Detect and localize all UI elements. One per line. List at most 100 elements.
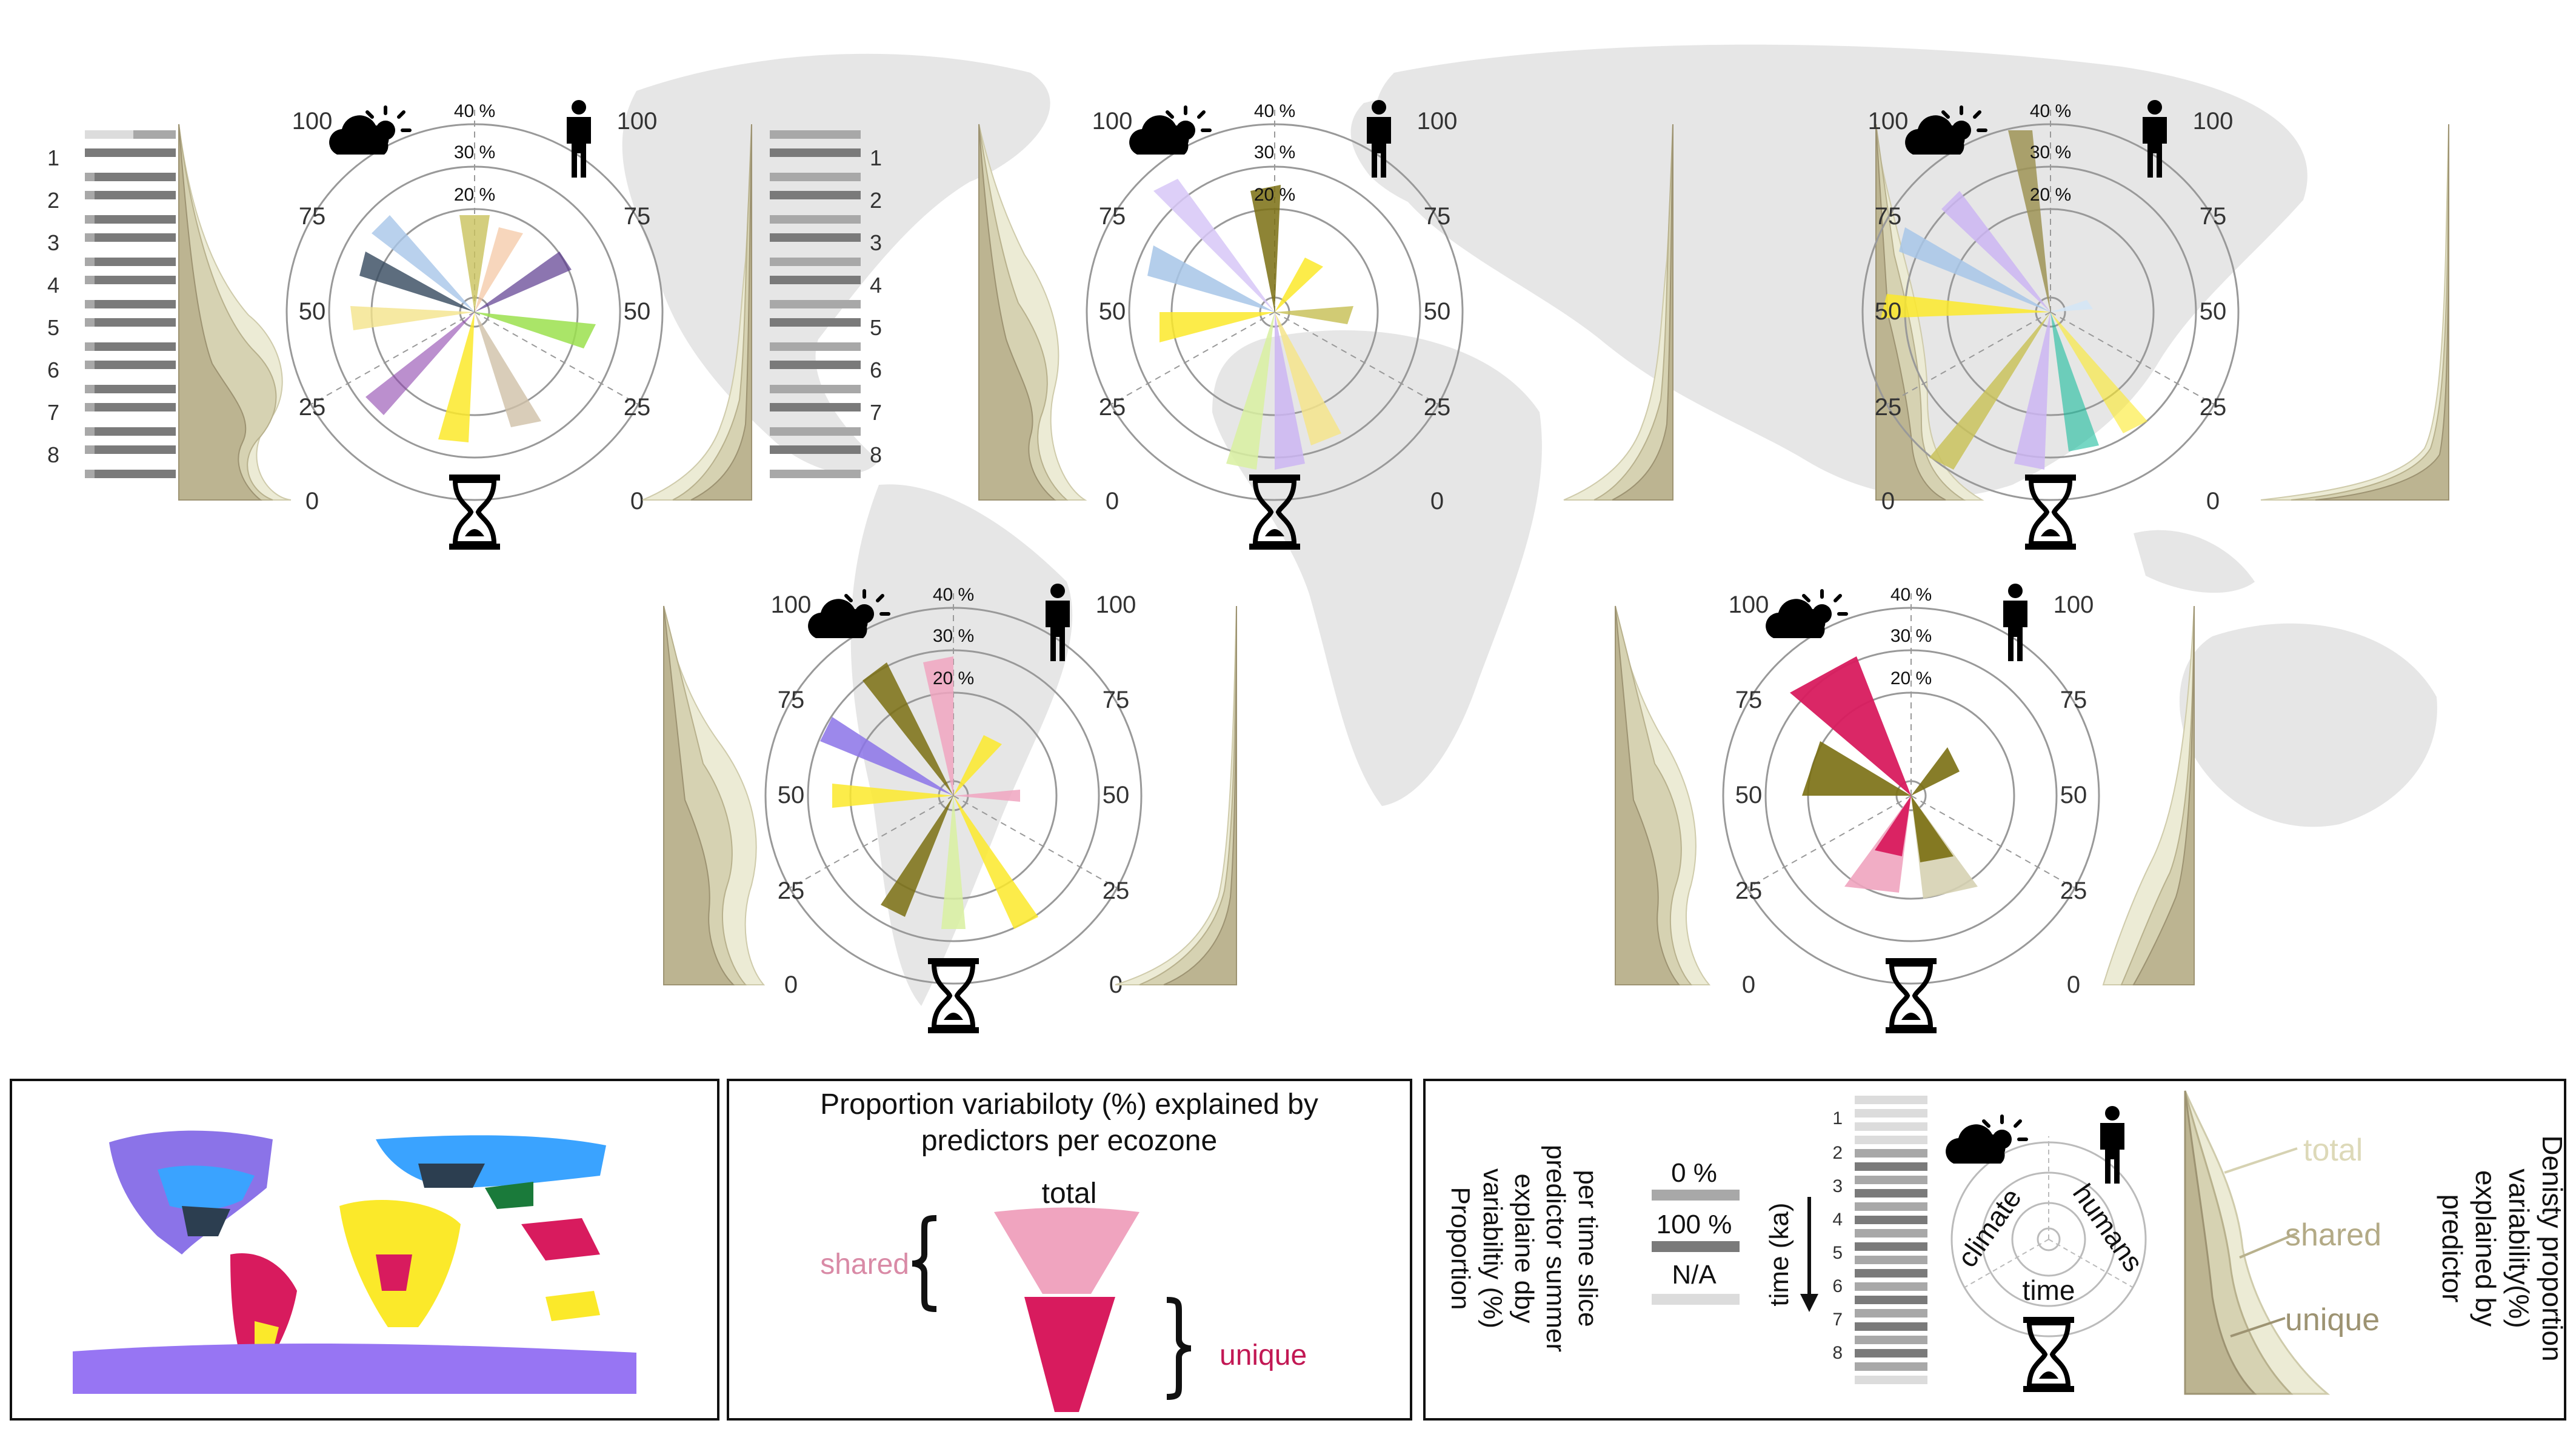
svg-text:50: 50: [2200, 298, 2227, 325]
svg-text:3: 3: [1832, 1176, 1843, 1196]
svg-text:50: 50: [778, 782, 805, 808]
time-slice-labels: 1 2 3 4 5 6 7 8: [47, 145, 59, 467]
svg-text:20 %: 20 %: [1254, 185, 1295, 205]
bars-description: Proportion variabiltiy (%) explaine dby …: [1446, 1145, 1603, 1352]
radial-plot-2: 100 100 75 75 50 50 25 25 0 0 40 % 30 % …: [1086, 100, 1464, 550]
svg-text:40 %: 40 %: [454, 101, 495, 121]
density-curves-left: [663, 605, 766, 985]
svg-text:40 %: 40 %: [1890, 585, 1932, 605]
partition-legend: Proportion variabiloty (%) explained by …: [727, 1079, 1412, 1421]
svg-text:75: 75: [1424, 203, 1451, 230]
svg-text:6: 6: [1832, 1276, 1843, 1296]
ecozone-panel-3: 100 100 75 75 50 50 25 25 0 0 40 % 30 % …: [1861, 100, 2449, 550]
svg-text:1: 1: [1832, 1108, 1843, 1128]
sun-cloud-icon: [1129, 107, 1210, 155]
svg-text:20 %: 20 %: [1890, 668, 1932, 688]
radial-bars: [1790, 656, 1978, 899]
svg-text:predictor: predictor: [2437, 1194, 2468, 1303]
svg-text:30 %: 30 %: [933, 626, 974, 646]
component-legend: Proportion variabiltiy (%) explaine dby …: [1423, 1079, 2568, 1421]
svg-text:0: 0: [1430, 488, 1444, 515]
unique-wedge: [1024, 1297, 1115, 1412]
svg-text:25: 25: [299, 394, 326, 421]
svg-text:100: 100: [1096, 591, 1136, 618]
svg-text:time (ka): time (ka): [1764, 1202, 1794, 1306]
time-slice-bars-left: [85, 130, 176, 478]
svg-text:25: 25: [1424, 394, 1451, 421]
svg-text:25: 25: [1735, 878, 1763, 904]
svg-text:7: 7: [1832, 1310, 1843, 1330]
svg-text:explained by: explained by: [2470, 1170, 2501, 1327]
svg-text:40 %: 40 %: [933, 585, 974, 605]
radial-bars: [820, 656, 1038, 929]
svg-text:6: 6: [870, 358, 882, 382]
svg-text:25: 25: [1099, 394, 1126, 421]
radial-plot-4: 100 100 75 75 50 50 25 25 0 0 40 % 30 % …: [764, 584, 1143, 1033]
svg-text:4: 4: [870, 273, 882, 298]
svg-text:25: 25: [778, 878, 805, 904]
svg-text:40 %: 40 %: [1254, 101, 1295, 121]
svg-text:Proportion variabiloty (%) exp: Proportion variabiloty (%) explained by: [820, 1088, 1318, 1121]
shared-wedge: [994, 1207, 1140, 1294]
ecozone-panel-2: 100 100 75 75 50 50 25 25 0 0 40 % 30 % …: [978, 100, 1673, 550]
svg-text:100: 100: [1092, 108, 1133, 135]
svg-text:shared: shared: [820, 1248, 909, 1281]
svg-text:75: 75: [299, 203, 326, 230]
svg-text:0: 0: [305, 488, 319, 515]
svg-text:20 %: 20 %: [2030, 185, 2071, 205]
svg-text:5: 5: [47, 315, 59, 340]
svg-text:75: 75: [1735, 687, 1763, 713]
svg-text:8: 8: [870, 442, 882, 467]
svg-text:0: 0: [2067, 971, 2080, 998]
person-icon: [567, 100, 591, 178]
density-curves-left: [178, 124, 292, 501]
svg-text:2: 2: [47, 188, 59, 213]
svg-text:7: 7: [870, 400, 882, 425]
svg-text:75: 75: [624, 203, 651, 230]
svg-text:2: 2: [870, 188, 882, 213]
svg-text:25: 25: [1875, 394, 1902, 421]
radial-bars: [350, 215, 596, 442]
svg-text:predictors per ecozone: predictors per ecozone: [921, 1125, 1217, 1157]
sun-cloud-icon: [329, 107, 410, 155]
svg-text:8: 8: [47, 442, 59, 467]
svg-text:4: 4: [47, 273, 59, 298]
svg-text:unique: unique: [2285, 1302, 2380, 1337]
density-curves-left: [978, 124, 1087, 501]
svg-text:50: 50: [1103, 782, 1130, 808]
ecozone-panel-4: 100 100 75 75 50 50 25 25 0 0 40 % 30 % …: [663, 584, 1237, 1033]
density-curves-right: [1115, 605, 1237, 985]
svg-text:0: 0: [1742, 971, 1755, 998]
svg-text:75: 75: [778, 687, 805, 713]
svg-text:0: 0: [1881, 488, 1895, 515]
ecozone-map: [73, 1130, 636, 1394]
svg-text:75: 75: [2060, 687, 2087, 713]
svg-text:100: 100: [2193, 108, 2234, 135]
svg-text:30 %: 30 %: [454, 142, 495, 162]
svg-text:50: 50: [1424, 298, 1451, 325]
svg-text:100: 100: [1868, 108, 1909, 135]
svg-text:100: 100: [771, 591, 812, 618]
radial-bars: [1881, 130, 2147, 470]
svg-text:shared: shared: [2285, 1217, 2381, 1253]
svg-text:100: 100: [1729, 591, 1769, 618]
svg-text:20 %: 20 %: [454, 185, 495, 205]
svg-text:explaine dby: explaine dby: [1509, 1173, 1539, 1323]
svg-text:Denisty proportion: Denisty proportion: [2537, 1135, 2568, 1361]
svg-text:30 %: 30 %: [1890, 626, 1932, 646]
radial-plot-5: 100 100 75 75 50 50 25 25 0 0 40 % 30 % …: [1722, 584, 2100, 1033]
svg-text:4: 4: [1832, 1210, 1843, 1230]
ecozone-panel-1: 1 2 3 4 5 6 7 8: [47, 100, 882, 550]
svg-text:0: 0: [630, 488, 644, 515]
svg-text:0 %: 0 %: [1671, 1158, 1717, 1188]
svg-text:100: 100: [1417, 108, 1458, 135]
svg-text:25: 25: [1103, 878, 1130, 904]
hourglass-icon: [1886, 958, 1937, 1033]
svg-text:5: 5: [870, 315, 882, 340]
svg-text:0: 0: [1106, 488, 1119, 515]
svg-text:100: 100: [2054, 591, 2094, 618]
svg-text:25: 25: [2060, 878, 2087, 904]
legend-time-slices: [1855, 1096, 1927, 1384]
svg-text:total: total: [2303, 1133, 2363, 1168]
svg-text:5: 5: [1832, 1243, 1843, 1263]
